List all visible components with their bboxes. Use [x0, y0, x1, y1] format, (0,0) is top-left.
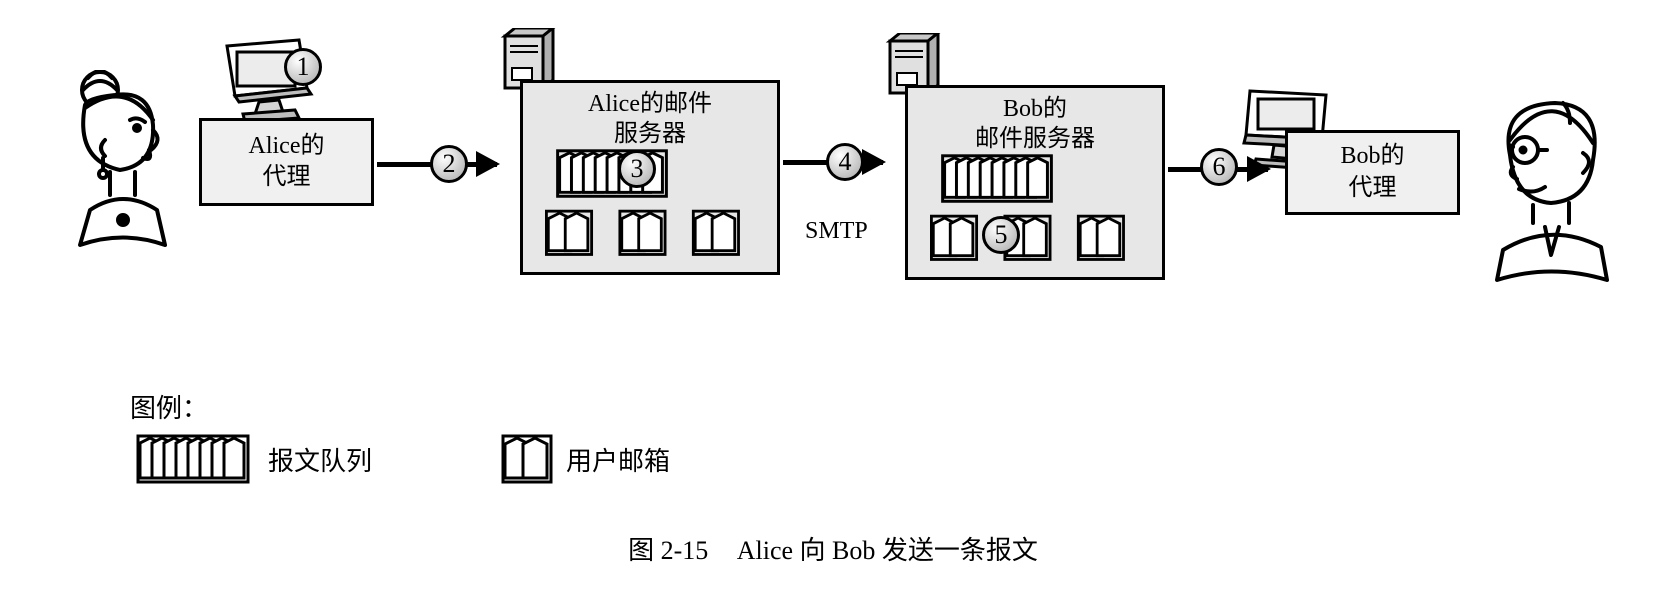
step-num-1: 1 [297, 52, 310, 82]
smtp-protocol-label: SMTP [805, 218, 868, 245]
bob-mail-server-box: Bob的 邮件服务器 [905, 85, 1165, 280]
figure-caption: 图 2-15 Alice 向 Bob 发送一条报文 [0, 530, 1666, 567]
bob-agent-box: Bob的 代理 [1285, 130, 1460, 215]
step-num-4: 4 [839, 147, 852, 177]
figure-caption-text: Alice 向 Bob 发送一条报文 [737, 536, 1038, 565]
legend-title: 图例： [130, 388, 208, 425]
step-num-2: 2 [443, 149, 456, 179]
alice-server-title: Alice的邮件 服务器 [523, 89, 777, 149]
step-num-6: 6 [1213, 152, 1226, 182]
bob-server-content [922, 154, 1148, 267]
bob-person-icon [1475, 95, 1625, 290]
bob-server-title: Bob的 邮件服务器 [908, 94, 1162, 154]
step-num-5: 5 [995, 220, 1008, 250]
legend-mailbox-label: 用户邮箱 [566, 441, 670, 478]
legend-item-mailbox: 用户邮箱 [500, 434, 670, 484]
step-circle-1: 1 [284, 48, 322, 86]
step-circle-3: 3 [618, 150, 656, 188]
mailbox-icon [500, 434, 556, 484]
step-circle-6: 6 [1200, 148, 1238, 186]
diagram-stage: Alice的 代理 Alice的邮件 服务器 SMTP Bob的 邮件服务器 [0, 0, 1666, 592]
step-circle-4: 4 [826, 143, 864, 181]
alice-person-icon [45, 70, 195, 275]
figure-number: 图 2-15 [628, 536, 708, 565]
legend-item-queue: 报文队列 [130, 434, 372, 484]
step-circle-5: 5 [982, 216, 1020, 254]
bob-agent-label: Bob的 代理 [1340, 141, 1404, 203]
step-num-3: 3 [631, 154, 644, 184]
alice-agent-label: Alice的 代理 [249, 131, 325, 193]
message-queue-icon [130, 434, 258, 484]
alice-agent-box: Alice的 代理 [199, 118, 374, 206]
step-circle-2: 2 [430, 145, 468, 183]
legend-queue-label: 报文队列 [268, 441, 372, 478]
